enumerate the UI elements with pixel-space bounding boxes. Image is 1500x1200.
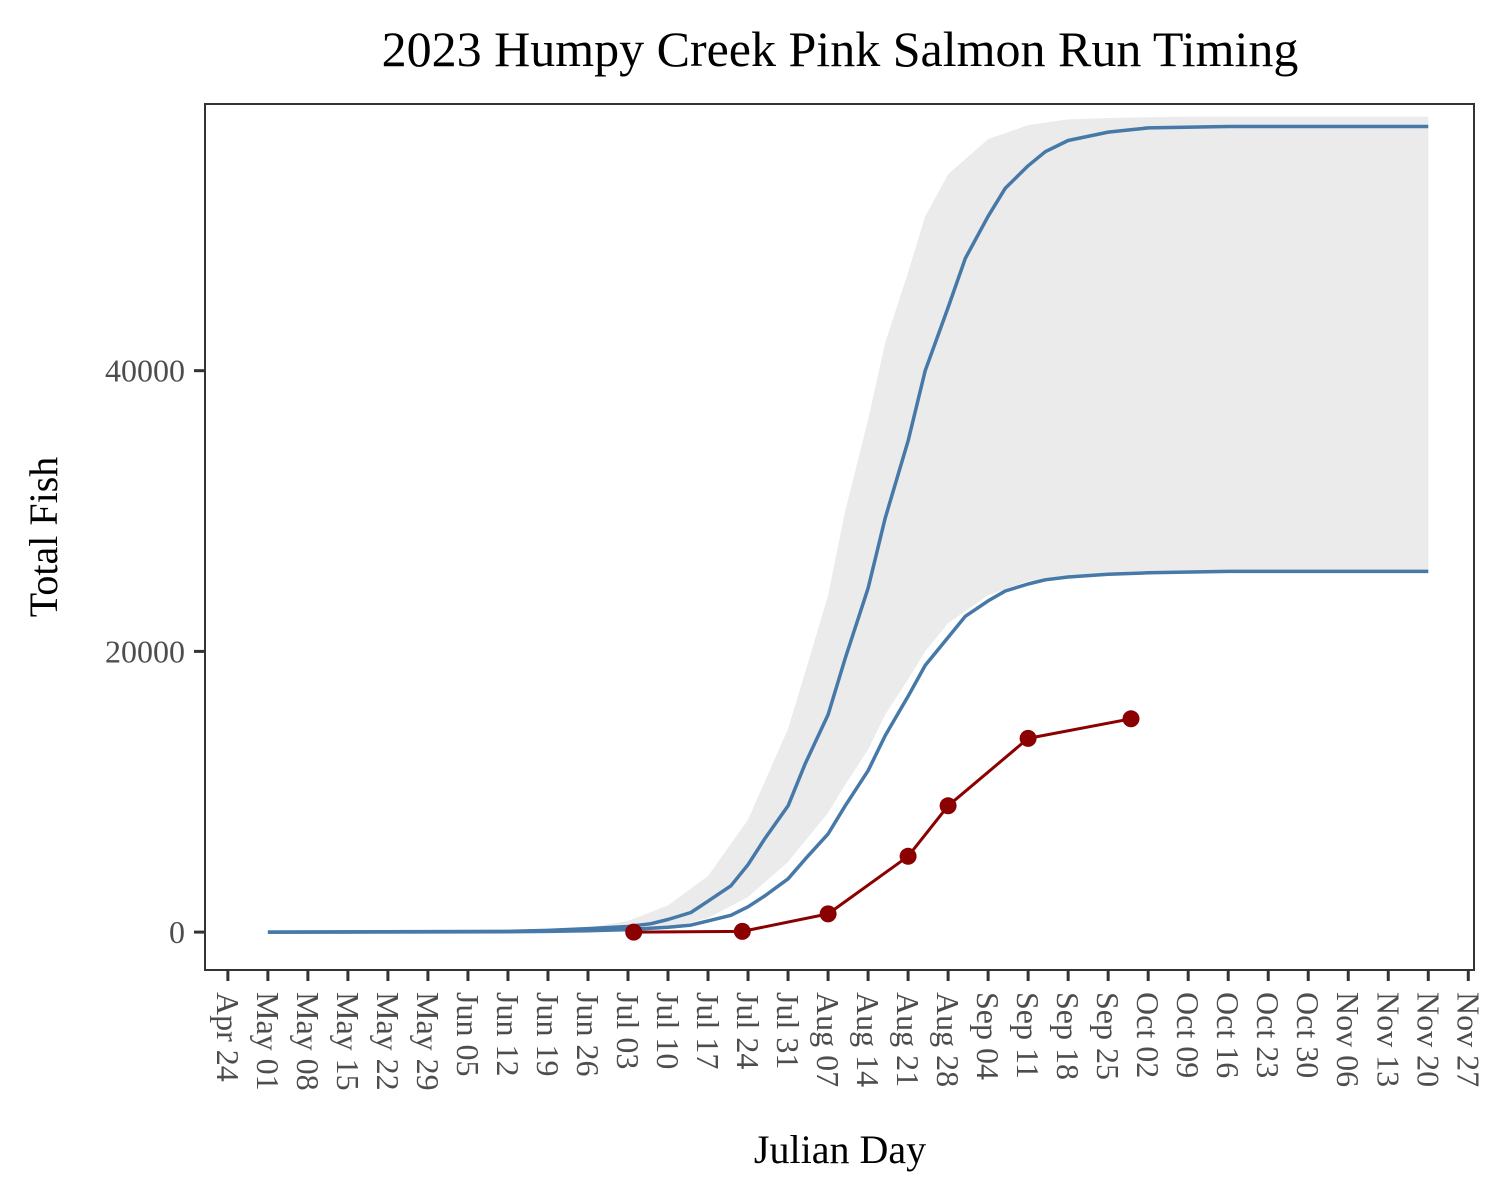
y-tick-label: 40000	[105, 353, 185, 389]
x-tick-label: Nov 20	[1410, 992, 1446, 1087]
x-tick-label: Sep 11	[1010, 992, 1046, 1079]
x-tick-label: May 08	[290, 992, 326, 1091]
x-tick-label: May 15	[330, 992, 366, 1091]
x-tick-label: Nov 13	[1370, 992, 1406, 1087]
x-tick-label: Jun 26	[570, 992, 606, 1076]
x-tick-label: Jul 10	[650, 992, 686, 1069]
x-tick-label: Jun 19	[530, 992, 566, 1076]
x-axis-title: Julian Day	[754, 1127, 926, 1172]
ribbon-layer	[267, 116, 1429, 933]
x-tick-label: Jul 03	[610, 992, 646, 1069]
x-tick-label: Aug 07	[810, 992, 846, 1087]
y-tick-label: 0	[169, 914, 185, 950]
plot-border	[204, 103, 1475, 971]
x-tick-label: Nov 06	[1330, 992, 1366, 1087]
x-tick-label: Aug 21	[890, 992, 926, 1087]
x-tick-label: Apr 24	[210, 992, 246, 1082]
series-layer	[267, 124, 1429, 941]
series-point	[625, 923, 643, 941]
x-tick-label: Aug 28	[930, 992, 966, 1087]
x-tick-label: Sep 18	[1050, 992, 1086, 1080]
x-tick-label: Oct 23	[1250, 992, 1286, 1078]
chart-title: 2023 Humpy Creek Pink Salmon Run Timing	[382, 21, 1299, 77]
x-tick-label: Oct 09	[1170, 992, 1206, 1078]
y-axis: 0 20000 40000	[105, 353, 205, 950]
x-tick-label: Aug 14	[850, 992, 886, 1087]
plot-area	[204, 103, 1475, 971]
series-point	[733, 922, 751, 940]
series-point	[1122, 710, 1140, 728]
series-line-1	[267, 124, 1429, 934]
x-tick-label: Nov 27	[1450, 992, 1486, 1087]
series-line-2	[267, 569, 1429, 934]
x-tick-label: May 01	[250, 992, 286, 1091]
x-tick-label: Sep 25	[1090, 992, 1126, 1080]
x-axis: Apr 24 May 01 May 08 May 15 May 22 May 29 Jun …	[210, 970, 1486, 1091]
x-tick-label: Jun 12	[490, 992, 526, 1076]
x-tick-label: May 29	[410, 992, 446, 1091]
series-point	[1019, 729, 1037, 747]
x-tick-label: Jul 24	[730, 992, 766, 1069]
prediction-ribbon	[267, 116, 1429, 933]
series-point	[899, 847, 917, 865]
x-tick-label: Jun 05	[450, 992, 486, 1076]
series-point	[819, 905, 837, 923]
x-tick-label: Oct 16	[1210, 992, 1246, 1078]
x-tick-label: Oct 02	[1130, 992, 1166, 1078]
x-tick-label: Oct 30	[1290, 992, 1326, 1078]
x-tick-label: Jul 17	[690, 992, 726, 1069]
y-axis-title: Total Fish	[21, 457, 66, 618]
x-tick-label: Jul 31	[770, 992, 806, 1069]
y-tick-label: 20000	[105, 633, 185, 669]
x-tick-label: Sep 04	[970, 992, 1006, 1080]
series-point	[939, 797, 957, 815]
x-tick-label: May 22	[370, 992, 406, 1091]
